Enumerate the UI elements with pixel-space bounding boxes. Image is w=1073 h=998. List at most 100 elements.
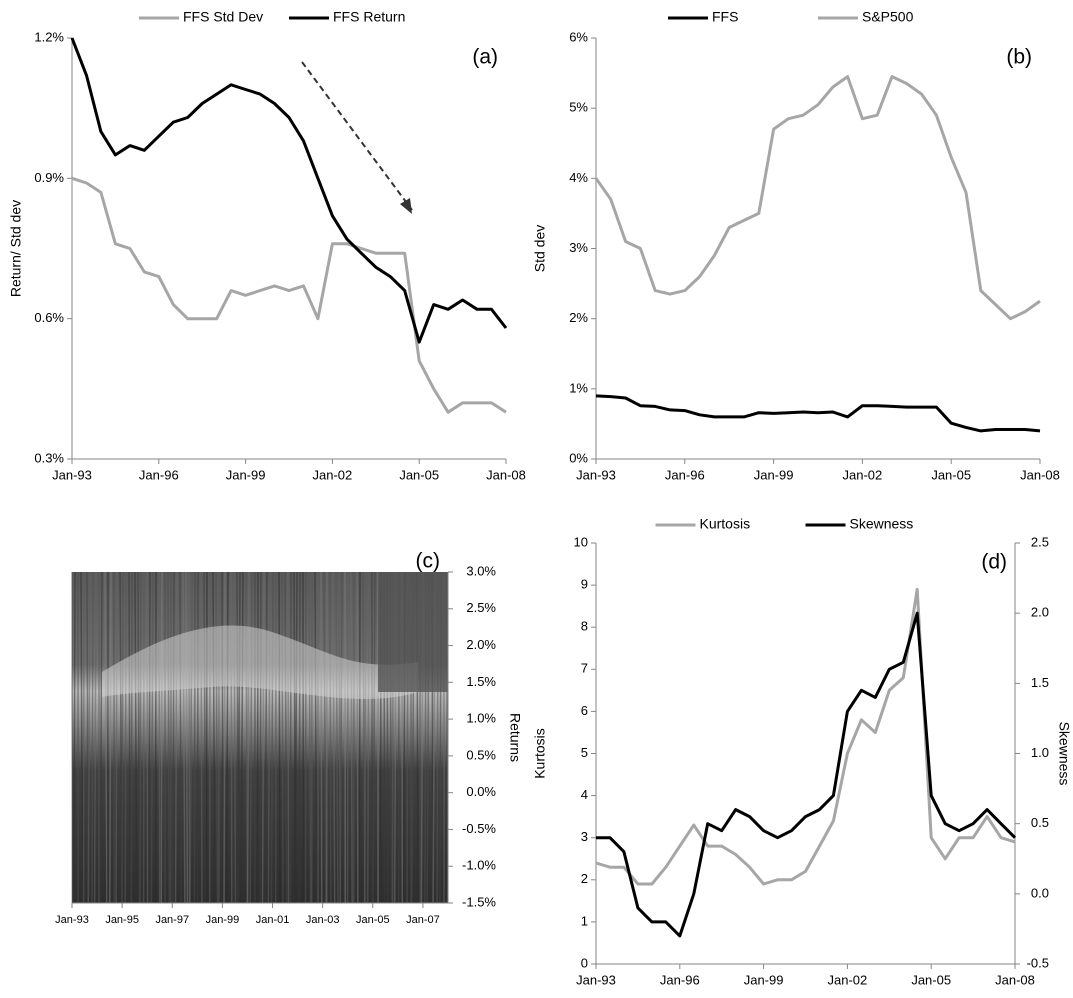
- surface-strip: [146, 571, 149, 904]
- y-axis-title: Returns: [507, 713, 523, 762]
- surface-strip: [287, 571, 290, 904]
- surface-strip: [134, 571, 138, 904]
- y-tick-label: 1%: [569, 380, 588, 395]
- surface-strip: [289, 571, 292, 904]
- y-tick-label: 3%: [569, 240, 588, 255]
- surface-strip: [109, 571, 112, 904]
- y-tick-label: 4: [581, 787, 588, 802]
- surface-strip: [363, 571, 367, 904]
- y-tick-label: -1.5%: [462, 894, 496, 909]
- legend-label: FFS Std Dev: [183, 9, 263, 25]
- x-tick-label: Jan-02: [843, 467, 883, 482]
- surface-strip: [350, 571, 353, 904]
- surface-strip: [80, 571, 84, 904]
- surface-strip: [189, 571, 193, 904]
- surface-strip: [261, 571, 265, 904]
- legend-label: S&P500: [862, 9, 914, 25]
- surface-strip: [188, 571, 191, 904]
- y-tick-label: 5%: [569, 100, 588, 115]
- y2-tick-label: 0.0: [1031, 885, 1049, 900]
- surface-strip: [137, 571, 141, 904]
- y2-tick-label: 0.5: [1031, 815, 1049, 830]
- y-tick-label: 0.6%: [34, 310, 64, 325]
- trend-arrow: [301, 61, 413, 211]
- y-tick-label: 1.5%: [466, 674, 496, 689]
- x-tick-label: Jan-08: [1020, 467, 1060, 482]
- surface-strip: [139, 571, 142, 904]
- x-tick-label: Jan-93: [52, 467, 92, 482]
- x-tick-label: Jan-96: [660, 972, 700, 987]
- surface-strip: [158, 571, 161, 904]
- surface-strip: [294, 571, 298, 904]
- surface-strip: [281, 571, 284, 904]
- surface-strip: [182, 571, 186, 904]
- panel-label: (b): [1006, 46, 1032, 69]
- surface-strip: [193, 571, 196, 904]
- surface-strip: [339, 571, 343, 904]
- surface-strip: [270, 571, 274, 904]
- surface-strip: [332, 571, 336, 904]
- surface-strip: [356, 571, 359, 904]
- surface-strip: [335, 571, 339, 904]
- y-axis-title: Kurtosis: [532, 728, 548, 779]
- y-tick-label: 0.3%: [34, 450, 64, 465]
- surface-strip: [128, 571, 131, 904]
- y-tick-label: 3: [581, 829, 588, 844]
- y-axis-title: Return/ Std dev: [8, 200, 24, 297]
- x-tick-label: Jan-05: [356, 914, 390, 926]
- surface-strip: [124, 571, 127, 904]
- x-tick-label: Jan-01: [256, 914, 290, 926]
- y2-tick-label: 1.0: [1031, 745, 1049, 760]
- surface-strip: [87, 571, 91, 904]
- panel-label: (a): [472, 46, 498, 69]
- series-line: [71, 176, 507, 414]
- surface-strip: [298, 571, 301, 904]
- x-tick-label: Jan-93: [576, 467, 616, 482]
- x-tick-label: Jan-96: [665, 467, 705, 482]
- y-tick-label: -1.0%: [462, 858, 496, 873]
- y-tick-label: 9: [581, 577, 588, 592]
- y-tick-label: 10: [574, 534, 588, 549]
- surface-strip: [329, 571, 332, 904]
- x-tick-label: Jan-05: [911, 972, 951, 987]
- surface-strip: [73, 571, 76, 904]
- x-tick-label: Jan-05: [399, 467, 439, 482]
- x-tick-label: Jan-02: [313, 467, 353, 482]
- x-tick-label: Jan-02: [828, 972, 868, 987]
- surface-strip: [323, 571, 327, 904]
- x-tick-label: Jan-03: [306, 914, 340, 926]
- surface-strip: [230, 571, 233, 904]
- y-tick-label: 3.0%: [466, 563, 496, 578]
- y-axis-title: Std dev: [532, 225, 548, 272]
- y-tick-label: 2.0%: [466, 637, 496, 652]
- y-tick-label: 2: [581, 871, 588, 886]
- surface-strip: [200, 571, 203, 904]
- surface-corner: [378, 572, 448, 692]
- x-tick-label: Jan-97: [155, 914, 189, 926]
- surface-strip: [167, 571, 171, 904]
- x-tick-label: Jan-99: [744, 972, 784, 987]
- series-line: [595, 587, 1016, 886]
- x-tick-label: Jan-99: [206, 914, 240, 926]
- surface-strip: [172, 571, 175, 904]
- x-tick-label: Jan-99: [754, 467, 794, 482]
- y-tick-label: 2%: [569, 310, 588, 325]
- x-tick-label: Jan-96: [139, 467, 179, 482]
- y-tick-label: 0%: [569, 450, 588, 465]
- y-tick-label: 0.9%: [34, 170, 64, 185]
- surface-strip: [115, 571, 118, 904]
- surface-ridge: [102, 625, 418, 699]
- x-tick-label: Jan-95: [105, 914, 139, 926]
- y-tick-label: 0.5%: [466, 747, 496, 762]
- legend-label: FFS Return: [333, 9, 405, 25]
- y-tick-label: 1.2%: [34, 29, 64, 44]
- x-tick-label: Jan-08: [486, 467, 526, 482]
- x-tick-label: Jan-93: [576, 972, 616, 987]
- surface-strip: [203, 571, 207, 904]
- y-tick-label: 1.0%: [466, 711, 496, 726]
- y2-axis-title: Skewness: [1056, 722, 1072, 786]
- surface-strip: [264, 571, 268, 904]
- x-tick-label: Jan-99: [226, 467, 266, 482]
